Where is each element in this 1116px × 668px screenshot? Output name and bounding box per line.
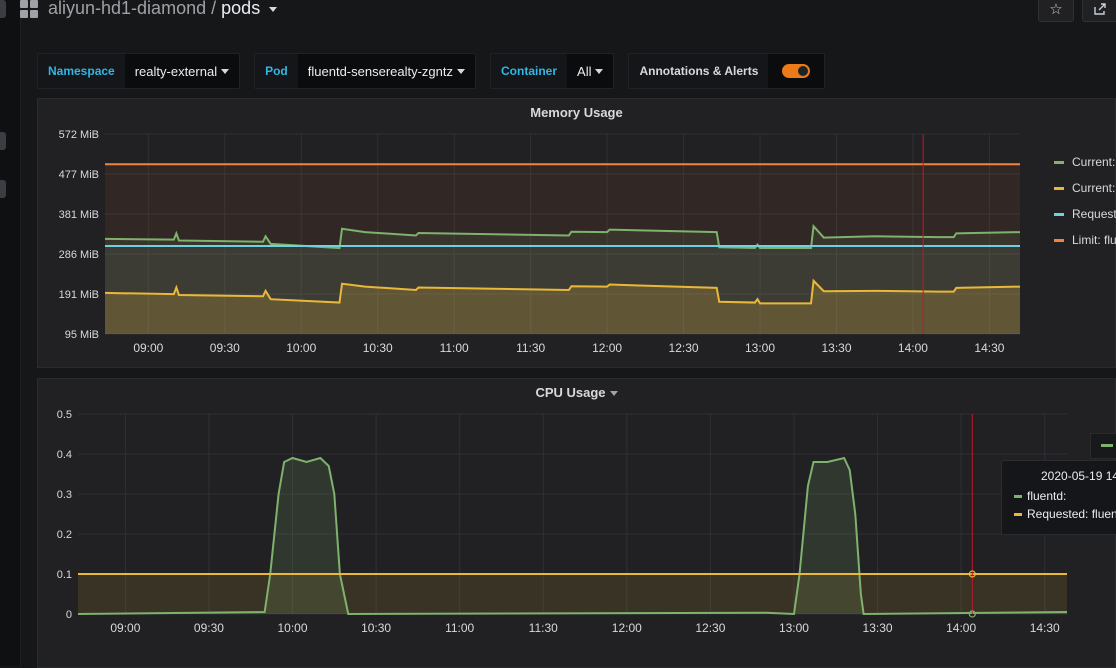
series-area <box>105 280 1020 334</box>
folder-name[interactable]: aliyun-hd1-diamond <box>48 0 207 18</box>
series-area <box>105 164 1020 334</box>
share-icon <box>1094 3 1106 15</box>
star-button[interactable]: ☆ <box>1038 0 1074 22</box>
x-tick-label: 10:30 <box>363 341 393 355</box>
series-line <box>104 223 1021 250</box>
tooltip-date: 2020-05-19 14 <box>1041 469 1116 483</box>
series-line <box>104 278 1021 305</box>
legend-label: Current: <box>1072 155 1116 169</box>
legend-item[interactable]: Limit: flu <box>1054 233 1116 247</box>
y-tick-label: 572 MiB <box>59 129 99 141</box>
x-tick-label: 14:00 <box>898 341 928 355</box>
variable-pod: Pod fluentd-senserealty-zgntz <box>254 53 477 89</box>
dashboards-icon[interactable] <box>0 132 6 150</box>
namespace-select[interactable]: realty-external <box>124 54 240 88</box>
annotations-toggle[interactable] <box>768 54 825 88</box>
graph-tooltip: 2020-05-19 14 fluentd: Requested: fluent <box>1001 460 1116 535</box>
container-select[interactable]: All <box>567 54 614 88</box>
x-tick-label: 13:30 <box>821 341 851 355</box>
x-tick-label: 09:30 <box>210 341 240 355</box>
grafana-logo-icon[interactable] <box>0 0 6 18</box>
y-tick-label: 191 MiB <box>59 289 99 301</box>
memory-usage-panel: Memory Usage Current: Current: Requeste … <box>37 98 1116 368</box>
variable-label: Namespace <box>38 54 125 88</box>
dashboard-grid-icon <box>20 0 38 18</box>
y-tick-label: 95 MiB <box>65 329 99 341</box>
pod-value: fluentd-senserealty-zgntz <box>307 63 454 79</box>
chevron-down-icon <box>221 68 230 74</box>
star-icon: ☆ <box>1049 1 1063 18</box>
side-menu <box>0 0 21 666</box>
chevron-down-icon <box>609 391 618 397</box>
variable-label: Pod <box>255 54 298 88</box>
y-tick-label: 477 MiB <box>59 169 99 181</box>
tooltip-label: fluentd: <box>1027 489 1067 503</box>
namespace-value: realty-external <box>134 63 218 79</box>
x-tick-label: 14:30 <box>974 341 1004 355</box>
panel-title[interactable]: Memory Usage <box>530 105 623 120</box>
legend-item[interactable]: Requeste <box>1054 207 1116 221</box>
variable-container: Container All <box>490 53 615 89</box>
dashboard-name[interactable]: pods <box>221 0 261 18</box>
legend-label: Limit: flu <box>1072 233 1116 247</box>
cpu-usage-panel: CPU Usage <box>37 378 1116 668</box>
legend-label: Requeste <box>1072 207 1116 221</box>
x-tick-label: 09:00 <box>133 341 163 355</box>
x-tick-label: 12:30 <box>669 341 699 355</box>
x-tick-label: 10:00 <box>286 341 316 355</box>
breadcrumb[interactable]: aliyun-hd1-diamond / pods <box>48 0 278 19</box>
tooltip-row: Requested: fluent <box>1014 507 1116 521</box>
share-button[interactable] <box>1082 0 1116 22</box>
x-tick-label: 12:00 <box>592 341 622 355</box>
variable-namespace: Namespace realty-external <box>37 53 241 89</box>
tooltip-row: fluentd: <box>1014 489 1066 503</box>
legend-item[interactable]: Current: <box>1054 181 1115 195</box>
explore-icon[interactable] <box>0 180 6 198</box>
legend-label: Current: <box>1072 181 1116 195</box>
y-tick-label: 381 MiB <box>59 209 99 221</box>
series-area <box>105 226 1020 334</box>
y-tick-label: 286 MiB <box>59 249 99 261</box>
chevron-down-icon[interactable] <box>269 6 278 12</box>
x-tick-label: 11:30 <box>516 341 545 355</box>
annotations-toggle-group: Annotations & Alerts <box>628 53 826 89</box>
panel-title[interactable]: CPU Usage <box>38 385 1115 400</box>
panel-title-text: CPU Usage <box>535 385 606 400</box>
x-tick-label: 13:00 <box>745 341 775 355</box>
pod-select[interactable]: fluentd-senserealty-zgntz <box>297 54 476 88</box>
container-value: All <box>577 63 592 79</box>
x-tick-label: 11:00 <box>440 341 469 355</box>
legend-item[interactable]: Current: <box>1054 155 1115 169</box>
variable-label: Container <box>491 54 568 88</box>
chevron-down-icon <box>595 68 604 74</box>
legend-toggle[interactable] <box>1090 433 1116 459</box>
breadcrumb-separator: / <box>211 0 217 18</box>
legend-swatch <box>1101 444 1113 447</box>
tooltip-label: Requested: fluent <box>1027 507 1116 521</box>
variables-bar: Namespace realty-external Pod fluentd-se… <box>37 53 826 89</box>
annotations-label: Annotations & Alerts <box>629 54 769 88</box>
chevron-down-icon <box>457 68 466 74</box>
